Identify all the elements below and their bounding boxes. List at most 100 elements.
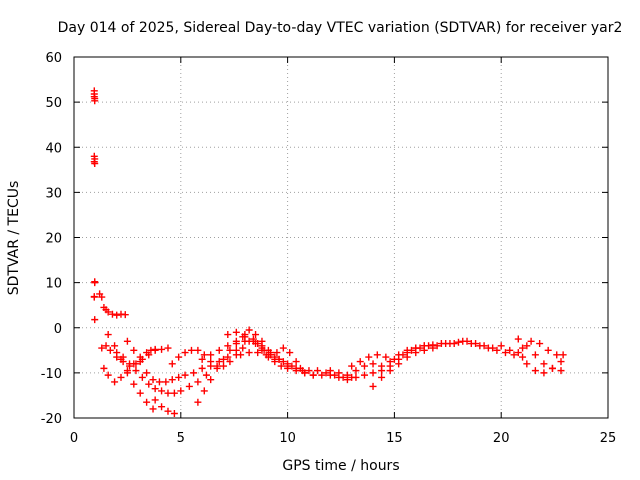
series-track-20: [523, 358, 565, 377]
y-tick-label: 0: [54, 322, 62, 337]
data-point: [190, 369, 198, 377]
data-point: [108, 310, 116, 318]
data-point: [531, 367, 539, 375]
data-point: [519, 353, 527, 361]
data-point: [147, 346, 155, 354]
series-track-13: [254, 340, 307, 375]
data-point: [200, 387, 208, 395]
data-point: [433, 342, 441, 350]
series-track-19: [519, 337, 567, 359]
data-point: [198, 364, 206, 372]
data-point: [254, 349, 262, 357]
data-point: [305, 367, 313, 375]
data-point: [284, 360, 292, 368]
data-point: [254, 340, 262, 348]
data-point: [113, 349, 121, 357]
x-tick-label: 5: [177, 431, 185, 446]
data-point: [288, 362, 296, 370]
data-point: [553, 351, 561, 359]
data-point: [403, 353, 411, 361]
data-point: [149, 376, 157, 384]
data-point: [102, 342, 110, 350]
data-point: [213, 364, 221, 372]
data-point: [299, 367, 307, 375]
data-point: [117, 373, 125, 381]
data-point: [123, 369, 131, 377]
data-point: [514, 335, 522, 343]
data-point: [467, 340, 475, 348]
data-point: [123, 337, 131, 345]
data-point: [215, 346, 223, 354]
data-point: [207, 351, 215, 359]
series-track-5: [113, 349, 210, 397]
data-point: [252, 331, 260, 339]
data-point: [360, 362, 368, 370]
data-point: [429, 344, 437, 352]
data-point: [158, 345, 166, 353]
data-point: [194, 378, 202, 386]
data-point: [540, 360, 548, 368]
data-point: [309, 371, 317, 379]
data-point: [185, 382, 193, 390]
data-point: [177, 387, 185, 395]
data-point: [331, 371, 339, 379]
data-point: [126, 360, 134, 368]
data-point: [548, 364, 556, 372]
data-point: [138, 373, 146, 381]
data-point: [164, 407, 172, 415]
data-point: [181, 371, 189, 379]
data-point: [277, 362, 285, 370]
data-point: [151, 385, 159, 393]
data-point: [98, 293, 106, 301]
data-point: [91, 279, 99, 287]
data-point: [100, 364, 108, 372]
data-point: [207, 358, 215, 366]
series-track-12: [237, 349, 356, 381]
series-track-11: [224, 328, 317, 379]
data-point: [322, 369, 330, 377]
data-point: [168, 360, 176, 368]
data-point: [158, 387, 166, 395]
grid-lines: [74, 57, 608, 418]
series-early-spikes: [90, 87, 99, 324]
data-point: [510, 351, 518, 359]
data-point: [484, 344, 492, 352]
data-point: [557, 358, 565, 366]
data-point: [378, 367, 386, 375]
data-point: [497, 342, 505, 350]
y-tick-label: 30: [45, 186, 62, 201]
data-point: [151, 396, 159, 404]
data-point: [352, 373, 360, 381]
data-point: [164, 344, 172, 352]
data-point: [514, 349, 522, 357]
data-point: [143, 349, 151, 357]
series-track-7: [151, 396, 178, 417]
data-point: [226, 358, 234, 366]
data-point: [168, 376, 176, 384]
data-point: [104, 331, 112, 339]
data-point: [104, 308, 112, 316]
data-point: [121, 311, 129, 319]
data-point: [540, 369, 548, 377]
data-point: [90, 293, 98, 301]
y-axis-label: SDTVAR / TECUs: [6, 181, 22, 296]
data-point: [369, 369, 377, 377]
data-point: [275, 355, 283, 363]
data-point: [373, 351, 381, 359]
data-point: [531, 351, 539, 359]
x-tick-label: 0: [70, 431, 78, 446]
data-point: [407, 346, 415, 354]
data-point: [523, 360, 531, 368]
data-point: [226, 346, 234, 354]
data-point: [416, 344, 424, 352]
data-point: [386, 367, 394, 375]
data-point: [119, 353, 127, 361]
data-point: [198, 355, 206, 363]
data-point: [369, 382, 377, 390]
data-point: [395, 360, 403, 368]
data-point: [136, 358, 144, 366]
data-point: [279, 344, 287, 352]
data-point: [245, 349, 253, 357]
